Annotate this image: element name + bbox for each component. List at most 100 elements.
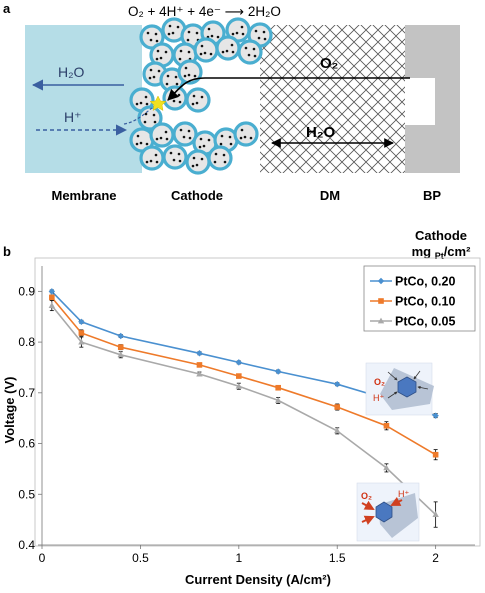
data-point bbox=[78, 330, 85, 336]
plot-area bbox=[34, 257, 481, 547]
catalyst-particle bbox=[237, 39, 263, 65]
y-tick-label: 0.4 bbox=[18, 538, 35, 552]
data-point bbox=[334, 427, 341, 434]
y-tick-label: 0.6 bbox=[18, 437, 35, 451]
o2-diffusion-arrow bbox=[167, 77, 410, 101]
data-point bbox=[274, 368, 282, 375]
y-tick-label: 0.7 bbox=[18, 386, 35, 400]
reaction-equation: O₂ + 4H⁺ + 4e⁻ ⟶ 2H₂O bbox=[128, 4, 281, 19]
catalyst-particle bbox=[193, 37, 219, 63]
region-label-bp: BP bbox=[423, 188, 441, 203]
data-point bbox=[383, 422, 390, 429]
catalyst-particles bbox=[129, 17, 273, 175]
data-point bbox=[432, 451, 439, 458]
panel-a-label: a bbox=[3, 1, 11, 16]
x-tick-label: 2 bbox=[432, 551, 439, 565]
data-point bbox=[196, 350, 203, 357]
inset-bottom-o2: O₂ bbox=[361, 491, 372, 501]
catalyst-particle bbox=[233, 121, 259, 147]
inset-bottom: O₂ H⁺ bbox=[356, 482, 420, 542]
inset-top-o2: O₂ bbox=[374, 377, 385, 387]
data-point bbox=[49, 294, 55, 301]
dm-h2o-label: H₂O bbox=[306, 124, 335, 141]
data-point bbox=[78, 318, 85, 325]
panel-b-label: b bbox=[3, 244, 11, 259]
membrane-hplus-label: H⁺ bbox=[64, 109, 82, 125]
legend-swatch-marker bbox=[377, 277, 385, 285]
data-point bbox=[48, 288, 56, 295]
y-axis-label: Voltage (V) bbox=[2, 377, 17, 444]
data-point bbox=[383, 464, 390, 471]
membrane-region bbox=[25, 25, 142, 173]
inset-bottom-hplus: H⁺ bbox=[398, 489, 409, 499]
pt-particle-icon-bottom bbox=[375, 501, 393, 523]
data-point bbox=[48, 302, 56, 308]
legend-item: PtCo, 0.10 bbox=[370, 295, 455, 309]
catalyst-particle bbox=[139, 24, 165, 50]
legend-item: PtCo, 0.05 bbox=[370, 315, 455, 329]
y-tick-label: 0.9 bbox=[18, 284, 35, 298]
x-ticks: 0 0.5 1 1.5 2 bbox=[39, 545, 439, 565]
y-ticks: 0.4 0.5 0.6 0.7 0.8 0.9 bbox=[18, 284, 42, 552]
legend-title-units: mg Pt/cm² bbox=[412, 244, 472, 261]
catalyst-particle bbox=[177, 59, 203, 85]
panel-a: a O₂ + 4H⁺ + 4e⁻ ⟶ 2H₂O H₂O H⁺ O₂ H₂O Me… bbox=[3, 1, 460, 203]
legend-label: PtCo, 0.20 bbox=[395, 275, 455, 289]
catalyst-particle bbox=[162, 144, 188, 170]
membrane-h2o-label: H₂O bbox=[58, 64, 85, 80]
data-point bbox=[275, 384, 281, 391]
catalyst-particle bbox=[129, 87, 155, 113]
y-tick-label: 0.8 bbox=[18, 335, 35, 349]
data-point bbox=[235, 382, 243, 389]
legend-title-cathode: Cathode bbox=[415, 228, 467, 243]
x-tick-label: 1 bbox=[235, 551, 242, 565]
bp-region bbox=[405, 25, 460, 173]
x-tick-label: 1.5 bbox=[329, 551, 346, 565]
data-point bbox=[236, 373, 242, 379]
catalyst-particle bbox=[172, 121, 198, 147]
region-label-membrane: Membrane bbox=[51, 188, 116, 203]
region-label-cathode: Cathode bbox=[171, 188, 223, 203]
data-point bbox=[334, 404, 341, 410]
catalyst-particle bbox=[215, 35, 241, 61]
catalyst-particle bbox=[207, 145, 233, 171]
legend-swatch-marker bbox=[378, 298, 384, 304]
series-3 bbox=[48, 300, 439, 528]
data-point bbox=[117, 351, 124, 358]
series-2 bbox=[49, 294, 439, 461]
proton-curved-arrow bbox=[123, 107, 153, 125]
legend-label: PtCo, 0.05 bbox=[395, 315, 455, 329]
panel-b: b Cathode mg Pt/cm² 0.4 0.5 0.6 0.7 0.8 0.9 0… bbox=[2, 228, 481, 587]
x-axis-label: Current Density (A/cm²) bbox=[185, 572, 331, 587]
data-point bbox=[235, 359, 243, 366]
legend-items: PtCo, 0.20 PtCo, 0.10 PtCo, 0.05 bbox=[370, 275, 455, 329]
catalyst-particle bbox=[149, 122, 175, 148]
dm-region bbox=[260, 25, 405, 173]
data-point bbox=[117, 344, 124, 350]
catalyst-particle bbox=[162, 85, 188, 111]
reaction-site-star bbox=[149, 95, 167, 111]
data-point bbox=[432, 412, 439, 419]
inset-top: O₂ H⁺ bbox=[365, 362, 434, 416]
data-point bbox=[432, 511, 439, 517]
x-tick-label: 0.5 bbox=[132, 551, 149, 565]
data-point bbox=[117, 332, 124, 340]
x-tick-label: 0 bbox=[39, 551, 46, 565]
pt-particle-icon bbox=[397, 376, 417, 398]
data-point bbox=[274, 397, 282, 403]
legend-label: PtCo, 0.10 bbox=[395, 295, 455, 309]
data-point bbox=[334, 380, 341, 388]
catalyst-particle bbox=[185, 87, 211, 113]
region-label-dm: DM bbox=[320, 188, 340, 203]
legend-swatch-marker bbox=[377, 317, 385, 324]
catalyst-particle bbox=[139, 145, 165, 171]
data-point bbox=[196, 370, 203, 377]
legend-item: PtCo, 0.20 bbox=[370, 275, 455, 289]
data-point bbox=[196, 362, 203, 368]
data-point bbox=[78, 338, 85, 345]
dm-o2-label: O₂ bbox=[320, 55, 338, 72]
y-tick-label: 0.5 bbox=[18, 487, 35, 501]
inset-top-hplus: H⁺ bbox=[373, 393, 384, 403]
catalyst-particle bbox=[185, 149, 211, 175]
